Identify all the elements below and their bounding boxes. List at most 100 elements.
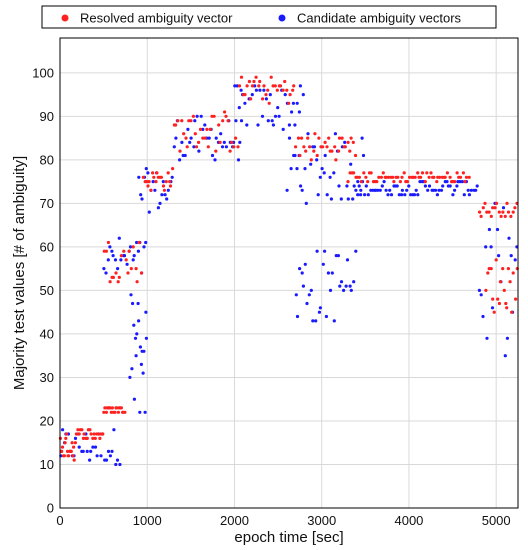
resolved-point <box>337 149 341 153</box>
candidate-point <box>243 101 247 105</box>
resolved-point <box>64 436 68 440</box>
candidate-point <box>481 314 485 319</box>
candidate-point <box>323 249 327 253</box>
resolved-point <box>217 123 221 127</box>
resolved-point <box>168 184 173 188</box>
resolved-point <box>506 210 511 214</box>
resolved-point <box>340 136 344 140</box>
candidate-point <box>174 136 178 140</box>
candidate-point <box>283 93 287 97</box>
resolved-point <box>491 206 495 210</box>
candidate-point <box>254 88 258 92</box>
candidate-point <box>141 371 145 375</box>
candidate-point <box>238 140 242 144</box>
candidate-point <box>210 153 215 158</box>
candidate-point <box>295 101 299 105</box>
candidate-point <box>356 193 360 197</box>
candidate-point <box>110 249 114 253</box>
candidate-point <box>295 167 299 171</box>
resolved-point <box>72 458 76 462</box>
resolved-point <box>91 436 95 440</box>
candidate-point <box>108 245 112 249</box>
candidate-point <box>380 184 384 188</box>
candidate-point <box>144 310 148 314</box>
resolved-point <box>106 240 110 245</box>
resolved-point <box>330 149 334 153</box>
resolved-point <box>104 410 108 414</box>
candidate-point <box>349 162 353 166</box>
legend-label-resolved: Resolved ambiguity vector <box>80 11 233 26</box>
resolved-point <box>359 180 363 184</box>
candidate-point <box>237 106 241 110</box>
resolved-point <box>174 123 178 127</box>
x-tick-label: 0 <box>56 513 63 528</box>
candidate-point <box>345 184 349 188</box>
resolved-point <box>323 140 327 144</box>
candidate-point <box>397 193 401 197</box>
resolved-point <box>236 145 240 149</box>
resolved-point <box>381 171 385 175</box>
candidate-point <box>339 197 343 201</box>
candidate-point <box>477 288 481 292</box>
candidate-point <box>170 175 174 179</box>
resolved-point <box>151 171 155 175</box>
candidate-point <box>287 123 291 127</box>
candidate-point <box>484 245 488 249</box>
resolved-point <box>126 271 130 275</box>
candidate-point <box>298 267 302 271</box>
candidate-point <box>423 184 427 188</box>
resolved-point <box>497 210 501 214</box>
candidate-point <box>485 336 489 340</box>
candidate-point <box>330 271 334 275</box>
candidate-point <box>144 336 148 340</box>
candidate-point <box>106 449 111 453</box>
candidate-point <box>323 153 327 158</box>
resolved-point <box>245 84 249 88</box>
x-tick-label: 4000 <box>394 513 423 528</box>
candidate-point <box>253 84 257 88</box>
candidate-point <box>293 153 297 158</box>
resolved-point <box>171 167 175 171</box>
resolved-point <box>146 184 150 188</box>
candidate-point <box>189 136 193 140</box>
resolved-point <box>511 210 515 214</box>
candidate-point <box>384 188 388 192</box>
resolved-point <box>101 432 105 436</box>
resolved-point <box>487 210 491 214</box>
candidate-point <box>300 188 304 192</box>
candidate-point <box>416 193 420 197</box>
resolved-point <box>108 406 112 410</box>
resolved-point <box>180 119 184 123</box>
resolved-point <box>498 280 502 284</box>
resolved-point <box>288 93 292 97</box>
candidate-point <box>197 149 201 153</box>
resolved-point <box>184 136 188 140</box>
candidate-point <box>277 114 281 118</box>
candidate-point <box>239 88 243 92</box>
resolved-point <box>364 175 368 179</box>
resolved-point <box>483 201 487 205</box>
candidate-point <box>346 197 350 201</box>
candidate-point <box>207 136 211 140</box>
candidate-point <box>108 454 112 458</box>
resolved-point <box>502 288 506 292</box>
resolved-point <box>74 432 78 436</box>
resolved-point <box>291 88 295 92</box>
resolved-point <box>88 428 92 432</box>
candidate-point <box>161 180 165 184</box>
candidate-point <box>378 188 382 192</box>
y-tick-label: 10 <box>40 457 54 472</box>
candidate-point <box>102 267 106 271</box>
candidate-point <box>266 119 270 123</box>
resolved-point <box>351 140 355 144</box>
candidate-point <box>357 184 361 188</box>
resolved-point <box>505 306 509 310</box>
resolved-point <box>309 158 313 162</box>
candidate-point <box>359 188 363 192</box>
candidate-point <box>125 262 129 266</box>
resolved-point <box>509 214 513 218</box>
candidate-point <box>268 93 272 97</box>
candidate-point <box>166 188 170 192</box>
y-tick-label: 40 <box>40 326 54 341</box>
candidate-point <box>115 458 120 462</box>
